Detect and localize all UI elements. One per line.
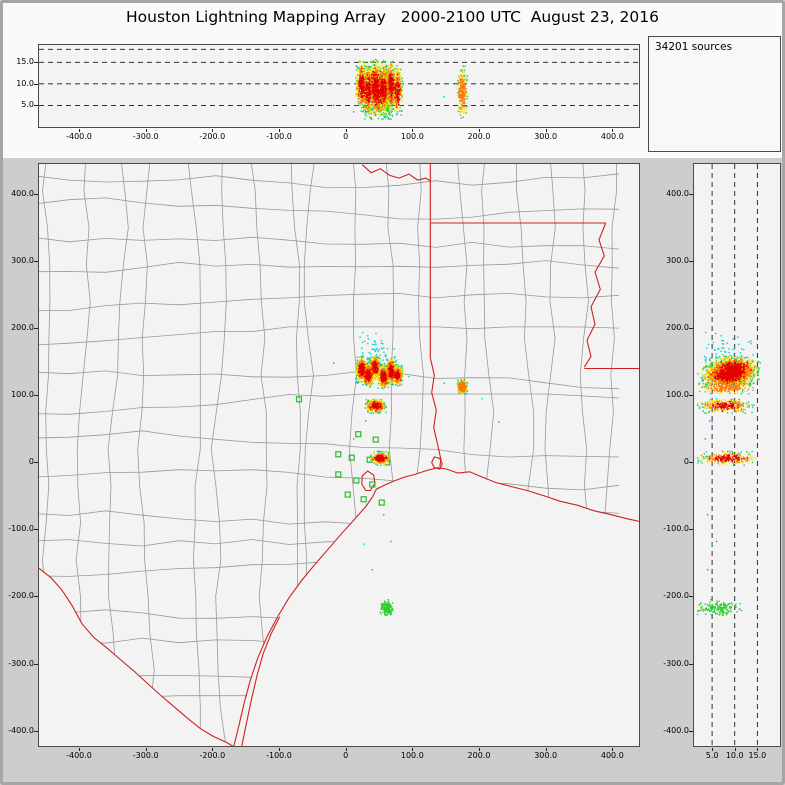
tick-mark bbox=[689, 194, 693, 196]
tick-mark bbox=[279, 748, 280, 751]
tick-mark bbox=[345, 129, 347, 132]
tick-mark bbox=[545, 129, 547, 132]
tick-mark bbox=[612, 129, 614, 132]
tick-label: -200.0 bbox=[663, 591, 689, 601]
tick-label: 5.0 bbox=[705, 751, 719, 760]
tick-mark bbox=[479, 129, 480, 132]
tick-mark bbox=[34, 462, 38, 464]
tick-mark bbox=[34, 596, 38, 598]
tick-mark bbox=[34, 395, 38, 397]
tick-mark bbox=[345, 748, 347, 751]
tick-label: 200.0 bbox=[467, 751, 491, 760]
tick-label: -100.0 bbox=[8, 524, 34, 534]
tick-label: 300.0 bbox=[11, 256, 34, 266]
tick-mark bbox=[279, 129, 280, 132]
sources-count-label: 34201 sources bbox=[655, 41, 733, 53]
tick-label: 100.0 bbox=[400, 132, 424, 141]
tick-label: 10.0 bbox=[16, 78, 34, 88]
tick-mark bbox=[79, 748, 80, 751]
tick-mark bbox=[34, 105, 38, 107]
tick-mark bbox=[689, 663, 693, 665]
altitude-vs-northsouth-plot bbox=[696, 164, 761, 746]
tick-mark bbox=[689, 261, 693, 263]
tick-mark bbox=[545, 748, 547, 751]
tick-mark bbox=[689, 596, 693, 598]
tick-label: 400.0 bbox=[600, 751, 624, 760]
altitude-vs-eastwest-panel: -400.0 -300.0 -200.0 -100.0 0 100.0 200.0 300.0… bbox=[16, 44, 640, 141]
tick-mark bbox=[145, 748, 147, 751]
tick-label: 0 bbox=[28, 457, 34, 467]
tick-mark bbox=[412, 129, 414, 132]
tick-label: -300.0 bbox=[8, 658, 34, 668]
tick-label: -100.0 bbox=[663, 524, 689, 534]
tick-label: -400.0 bbox=[66, 751, 92, 760]
tick-label: 300.0 bbox=[666, 256, 689, 266]
tick-label: 5.0 bbox=[21, 100, 34, 110]
tick-label: -200.0 bbox=[8, 591, 34, 601]
tick-label: -200.0 bbox=[199, 751, 226, 760]
tick-mark bbox=[34, 730, 38, 732]
tick-mark bbox=[757, 748, 759, 751]
tick-label: -300.0 bbox=[663, 658, 689, 668]
page-title: Houston Lightning Mapping Array 2000-210… bbox=[126, 8, 659, 26]
tick-mark bbox=[689, 328, 693, 330]
tick-label: -300.0 bbox=[132, 751, 159, 760]
tick-label: 200.0 bbox=[467, 132, 491, 141]
tick-mark bbox=[145, 129, 147, 132]
tick-mark bbox=[689, 462, 693, 464]
tick-label: -400.0 bbox=[663, 725, 689, 735]
tick-label: -200.0 bbox=[199, 132, 226, 141]
tick-mark bbox=[34, 663, 38, 665]
tick-label: -100.0 bbox=[266, 132, 292, 141]
tick-label: 400.0 bbox=[11, 189, 34, 199]
tick-label: -100.0 bbox=[266, 751, 292, 760]
tick-label: -300.0 bbox=[132, 132, 159, 141]
tick-mark bbox=[689, 529, 693, 531]
tick-label: 400.0 bbox=[600, 132, 624, 141]
tick-mark bbox=[412, 748, 414, 751]
tick-label: -400.0 bbox=[66, 132, 92, 141]
tick-mark bbox=[712, 748, 714, 751]
tick-label: 400.0 bbox=[666, 189, 689, 199]
altitude-vs-eastwest-plot bbox=[39, 48, 639, 120]
tick-mark bbox=[34, 194, 38, 196]
tick-label: 15.0 bbox=[16, 57, 34, 67]
tick-mark bbox=[689, 395, 693, 397]
tick-label: 300.0 bbox=[534, 751, 558, 760]
tick-label: 0 bbox=[343, 132, 349, 141]
tick-mark bbox=[689, 730, 693, 732]
tick-mark bbox=[734, 748, 736, 751]
tick-label: 100.0 bbox=[400, 751, 424, 760]
map-plot bbox=[39, 164, 639, 746]
tick-mark bbox=[79, 129, 80, 132]
tick-mark bbox=[479, 748, 480, 751]
tick-label: 200.0 bbox=[11, 323, 34, 333]
altitude-vs-northsouth-panel: 5.0 10.0 15.0 400.0 300.0 200.0 100.0 0 -100.0 -2… bbox=[663, 163, 781, 760]
tick-mark bbox=[612, 748, 614, 751]
map-panel: -400.0 -300.0 -200.0 -100.0 0 100.0 200.0 300.0… bbox=[8, 163, 640, 760]
tick-mark bbox=[212, 748, 214, 751]
tick-mark bbox=[34, 261, 38, 263]
tick-mark bbox=[34, 328, 38, 330]
tick-mark bbox=[212, 129, 214, 132]
tick-label: 100.0 bbox=[666, 390, 689, 400]
tick-label: 15.0 bbox=[748, 751, 767, 760]
tick-label: 300.0 bbox=[534, 132, 558, 141]
tick-label: 200.0 bbox=[666, 323, 689, 333]
tick-mark bbox=[34, 83, 38, 85]
tick-label: 0 bbox=[683, 457, 689, 467]
sources-count-panel: 34201 sources bbox=[648, 36, 781, 152]
tick-mark bbox=[34, 62, 38, 64]
tick-label: -400.0 bbox=[8, 725, 34, 735]
tick-mark bbox=[34, 529, 38, 531]
tick-label: 0 bbox=[343, 751, 349, 760]
tick-label: 100.0 bbox=[11, 390, 34, 400]
tick-label: 10.0 bbox=[725, 751, 744, 760]
